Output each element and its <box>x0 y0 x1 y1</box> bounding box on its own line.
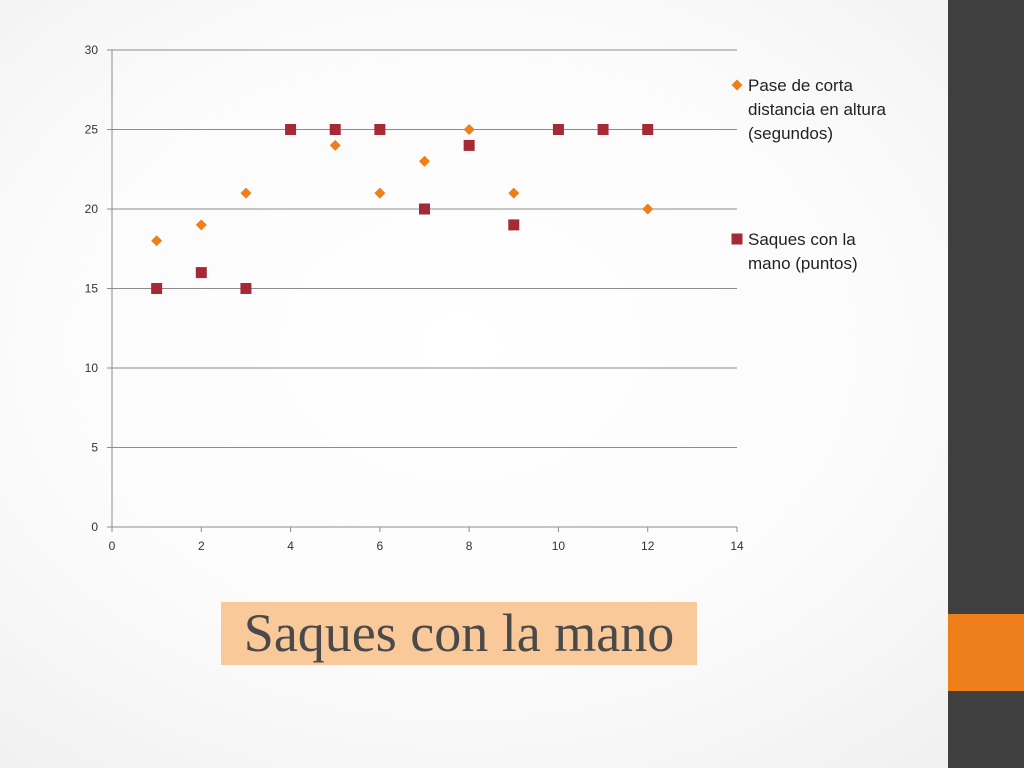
series-2-point-1 <box>151 283 163 294</box>
legend-label-series-1-line-1: Pase de corta <box>748 76 853 95</box>
series-2-point-8 <box>463 139 475 151</box>
x-axis-ticks: 0 2 4 6 8 10 12 14 <box>109 527 744 553</box>
y-axis-ticks: 0 5 10 15 20 25 30 <box>85 43 112 534</box>
x-tick-label-8: 8 <box>466 539 473 553</box>
legend-label-series-1-line-2: distancia en altura <box>748 100 887 119</box>
x-tick-label-10: 10 <box>552 539 566 553</box>
scatter-chart: 0 5 10 15 20 25 30 0 2 4 6 8 10 12 14 Pase de corta di… <box>85 43 887 553</box>
series-1-point-8 <box>463 124 475 135</box>
y-tick-label-5: 5 <box>91 441 98 455</box>
y-tick-label-30: 30 <box>85 43 99 57</box>
slide-title: Saques con la mano <box>221 602 697 665</box>
x-tick-label-14: 14 <box>730 539 744 553</box>
series-1-point-3 <box>240 187 252 199</box>
series-2-point-6 <box>374 124 386 135</box>
series-1-point-1 <box>151 235 163 247</box>
y-tick-label-10: 10 <box>85 361 99 375</box>
x-tick-label-6: 6 <box>377 539 384 553</box>
x-tick-label-4: 4 <box>287 539 294 553</box>
series-1-point-6 <box>374 187 386 199</box>
series-1-point-7 <box>419 155 430 167</box>
legend-marker-series-2 <box>731 233 743 245</box>
series-1-point-9 <box>508 187 520 199</box>
series-2-point-7 <box>419 203 430 215</box>
series-2-point-2 <box>195 267 207 279</box>
data-points <box>151 124 654 294</box>
series-2-point-12 <box>642 124 654 135</box>
legend-label-series-2-line-2: mano (puntos) <box>748 254 858 273</box>
y-tick-label-20: 20 <box>85 202 99 216</box>
series-1-point-5 <box>329 139 341 151</box>
series-2-point-9 <box>508 219 520 231</box>
series-1-point-2 <box>195 219 207 231</box>
legend-label-series-2-line-1: Saques con la <box>748 230 856 249</box>
legend-label-series-1-line-3: (segundos) <box>748 124 833 143</box>
y-tick-label-15: 15 <box>85 282 99 296</box>
series-2-point-10 <box>552 124 564 135</box>
gridlines <box>112 49 737 448</box>
y-tick-label-0: 0 <box>91 520 98 534</box>
series-2-point-5 <box>329 124 341 135</box>
slide-sidebar-accent <box>948 614 1024 691</box>
series-2-point-3 <box>240 283 252 294</box>
series-1-point-12 <box>642 203 654 215</box>
legend-marker-series-1 <box>731 79 743 91</box>
x-tick-label-12: 12 <box>641 539 655 553</box>
y-tick-label-25: 25 <box>85 123 99 137</box>
series-2-point-4 <box>285 124 297 135</box>
x-tick-label-0: 0 <box>109 539 116 553</box>
series-2-point-11 <box>597 124 609 135</box>
legend: Pase de corta distancia en altura (segundo… <box>731 76 887 273</box>
x-tick-label-2: 2 <box>198 539 205 553</box>
